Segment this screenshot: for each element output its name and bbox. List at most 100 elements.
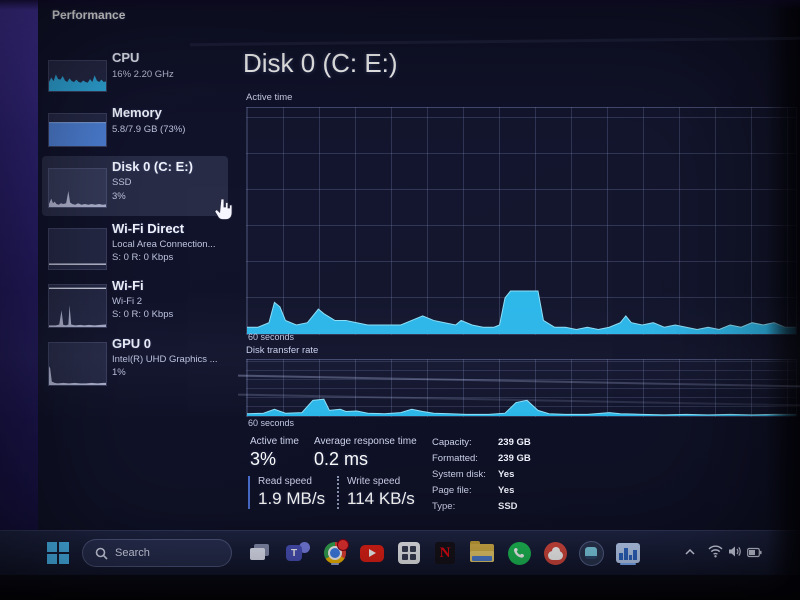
wifi-mini-chart bbox=[48, 284, 107, 328]
formatted-value: 239 GB bbox=[498, 453, 531, 464]
disk-active: 3% bbox=[112, 191, 126, 202]
gpu-name: Intel(R) UHD Graphics ... bbox=[112, 354, 218, 365]
sidebar-item-wifi[interactable]: Wi-Fi Wi-Fi 2 S: 0 R: 0 Kbps bbox=[42, 276, 228, 331]
taskbar-app-whatsapp[interactable] bbox=[505, 539, 533, 567]
write-speed-value: 114 KB/s bbox=[347, 489, 415, 508]
hand-cursor bbox=[214, 198, 233, 220]
active-time-stat-value: 3% bbox=[250, 449, 277, 469]
taskbar-app-teams[interactable]: T bbox=[284, 539, 312, 567]
task-manager-active-indicator bbox=[620, 563, 636, 565]
sidebar-item-memory[interactable]: Memory 5.8/7.9 GB (73%) bbox=[42, 103, 228, 153]
tray-volume-button[interactable] bbox=[728, 545, 742, 563]
file-explorer-icon bbox=[470, 541, 494, 562]
cloud-app-icon bbox=[543, 541, 567, 565]
taskbar-app-chrome[interactable] bbox=[321, 539, 349, 567]
wifi-direct-rate: S: 0 R: 0 Kbps bbox=[112, 252, 174, 263]
page-title: Disk 0 (C: E:) bbox=[243, 48, 398, 78]
battery-icon bbox=[747, 547, 762, 558]
system-disk-label: System disk: bbox=[432, 469, 486, 480]
wifi-title: Wi-Fi bbox=[112, 278, 144, 293]
netflix-icon: N bbox=[435, 542, 455, 564]
wifi-icon bbox=[708, 545, 723, 558]
gpu-usage: 1% bbox=[112, 367, 126, 378]
disk-title: Disk 0 (C: E:) bbox=[112, 159, 193, 174]
formatted-label: Formatted: bbox=[432, 453, 478, 464]
search-icon bbox=[95, 547, 108, 560]
youtube-icon bbox=[360, 544, 384, 562]
tray-network-button[interactable] bbox=[708, 545, 723, 563]
active-time-stat-label: Active time bbox=[250, 436, 299, 447]
chevron-up-icon bbox=[685, 548, 695, 555]
transfer-rate-chart bbox=[246, 359, 797, 417]
search-label: Search bbox=[115, 547, 150, 559]
taskbar-app-cloud[interactable] bbox=[541, 539, 569, 567]
gpu-title: GPU 0 bbox=[112, 336, 152, 351]
taskbar: Search T N bbox=[0, 530, 800, 575]
taskbar-app-task-manager[interactable] bbox=[614, 539, 642, 567]
wifi-direct-connection: Local Area Connection... bbox=[112, 239, 216, 250]
read-speed-label: Read speed bbox=[258, 476, 312, 487]
transfer-rate-axis-label: 60 seconds bbox=[248, 418, 295, 428]
performance-header: Performance bbox=[52, 8, 126, 22]
page-file-label: Page file: bbox=[432, 485, 472, 496]
start-button[interactable] bbox=[44, 539, 72, 567]
photo-bottom-bezel bbox=[0, 574, 800, 600]
photo-left-glow bbox=[0, 0, 38, 600]
system-disk-value: Yes bbox=[498, 469, 515, 480]
taskbar-app-youtube[interactable] bbox=[358, 539, 386, 567]
type-label: Type: bbox=[432, 501, 456, 512]
capacity-value: 239 GB bbox=[498, 437, 531, 448]
write-speed-label: Write speed bbox=[347, 476, 401, 487]
search-input[interactable]: Search bbox=[82, 539, 232, 567]
chrome-notification-badge bbox=[337, 539, 349, 551]
cpu-stats: 16% 2.20 GHz bbox=[112, 69, 174, 80]
page-file-value: Yes bbox=[498, 485, 515, 496]
teams-icon: T bbox=[286, 542, 310, 564]
whatsapp-icon bbox=[507, 541, 531, 565]
speaker-icon bbox=[729, 546, 741, 557]
gpu-mini-chart bbox=[48, 342, 107, 386]
active-time-chart-label: Active time bbox=[246, 92, 293, 103]
sidebar-item-cpu[interactable]: CPU 16% 2.20 GHz bbox=[42, 48, 228, 102]
circle-app-icon bbox=[578, 540, 604, 566]
taskbar-app-netflix[interactable]: N bbox=[431, 539, 459, 567]
taskbar-app-circle[interactable] bbox=[577, 539, 605, 567]
avg-response-stat-value: 0.2 ms bbox=[314, 449, 369, 469]
avg-response-stat-label: Average response time bbox=[314, 436, 417, 447]
wifi-rate: S: 0 R: 0 Kbps bbox=[112, 309, 174, 320]
chrome-icon bbox=[324, 539, 349, 564]
task-manager-window: Performance CPU 16% 2.20 GHz Memory 5.8/… bbox=[38, 0, 800, 530]
capacity-label: Capacity: bbox=[432, 437, 472, 448]
write-speed-block: Write speed 114 KB/s bbox=[337, 476, 415, 509]
wifi-direct-mini-chart bbox=[48, 228, 107, 270]
tray-battery-button[interactable] bbox=[747, 545, 762, 563]
chrome-running-indicator bbox=[331, 563, 339, 565]
windows-logo-icon bbox=[47, 542, 69, 564]
sidebar-item-disk0[interactable]: Disk 0 (C: E:) SSD 3% bbox=[42, 156, 228, 216]
task-view-icon bbox=[250, 544, 269, 560]
task-manager-icon bbox=[616, 543, 640, 563]
taskbar-app-grid[interactable] bbox=[395, 539, 423, 567]
type-value: SSD bbox=[498, 501, 518, 512]
read-speed-block: Read speed 1.9 MB/s bbox=[248, 476, 325, 509]
transfer-rate-chart-label: Disk transfer rate bbox=[246, 345, 319, 356]
task-view-button[interactable] bbox=[246, 539, 274, 567]
cpu-mini-chart bbox=[48, 60, 107, 92]
memory-stats: 5.8/7.9 GB (73%) bbox=[112, 124, 186, 135]
sidebar-item-gpu0[interactable]: GPU 0 Intel(R) UHD Graphics ... 1% bbox=[42, 334, 228, 389]
wifi-network: Wi-Fi 2 bbox=[112, 296, 143, 307]
wifi-direct-title: Wi-Fi Direct bbox=[112, 221, 185, 236]
taskbar-app-file-explorer[interactable] bbox=[468, 539, 496, 567]
active-time-axis-label: 60 seconds bbox=[248, 332, 295, 342]
sidebar-item-wifi-direct[interactable]: Wi-Fi Direct Local Area Connection... S:… bbox=[42, 219, 228, 273]
disk-mini-chart bbox=[48, 168, 107, 208]
memory-mini-chart bbox=[48, 113, 107, 147]
disk-type: SSD bbox=[112, 177, 132, 188]
cpu-title: CPU bbox=[112, 50, 140, 65]
tray-chevron-button[interactable] bbox=[684, 545, 696, 563]
active-time-chart bbox=[246, 107, 797, 335]
memory-title: Memory bbox=[112, 105, 162, 120]
read-speed-value: 1.9 MB/s bbox=[258, 489, 326, 508]
grid-app-icon bbox=[398, 542, 420, 564]
